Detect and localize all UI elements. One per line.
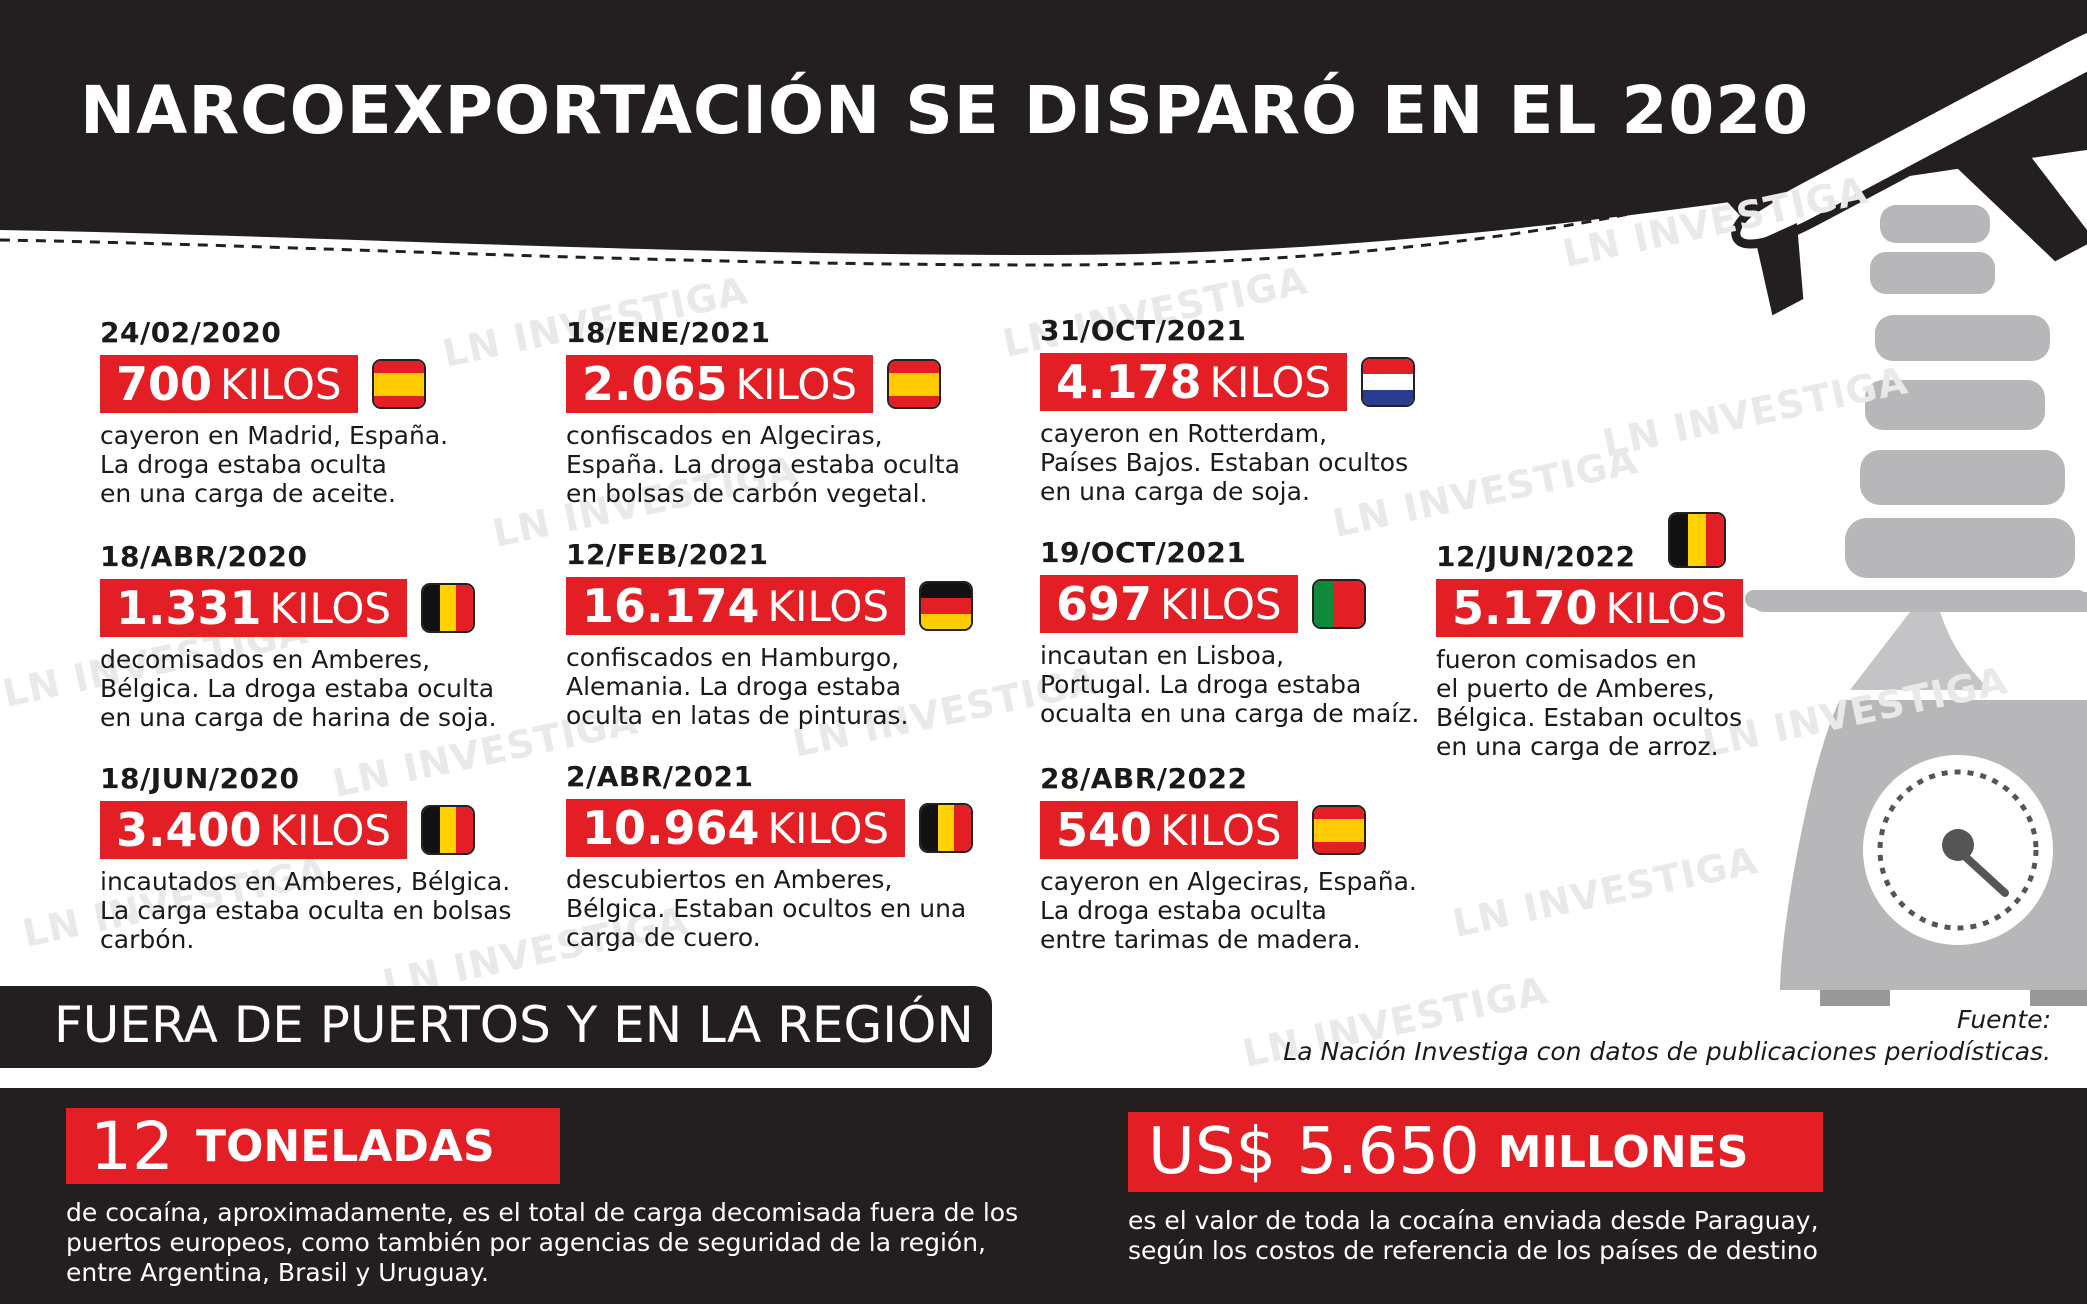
stat-value-badge: US$ 5.650 MILLONES (1128, 1112, 1823, 1192)
entry-description: incautan en Lisboa, Portugal. La droga es… (1040, 641, 1420, 728)
kilos-badge: 16.174 KILOS (566, 577, 906, 635)
stat-value-description: es el valor de toda la cocaína enviada d… (1128, 1206, 1819, 1265)
kilos-amount: 700 (116, 357, 213, 411)
kilos-badge: 10.964 KILOS (566, 799, 906, 857)
section-banner (0, 986, 992, 1068)
netherlands-flag-icon (1361, 357, 1416, 407)
kilos-amount: 16.174 (582, 579, 760, 633)
spain-flag-icon (887, 359, 942, 409)
source-text: La Nación Investiga con datos de publica… (1283, 1037, 2051, 1066)
seizure-entry: 31/OCT/2021 4.178 KILOS cayeron en Rotter… (1040, 314, 1416, 506)
entry-date: 12/FEB/2021 (566, 538, 769, 571)
kilos-unit: KILOS (1605, 583, 1728, 633)
kilos-unit: KILOS (269, 805, 392, 855)
entry-date: 19/OCT/2021 (1040, 536, 1247, 569)
entry-description: confiscados en Hamburgo, Alemania. La dro… (566, 643, 909, 730)
kilos-amount: 10.964 (582, 801, 760, 855)
kilos-unit: KILOS (1209, 357, 1332, 407)
airplane-icon (1692, 0, 2087, 316)
entry-description: decomisados en Amberes, Bélgica. La droga… (100, 645, 497, 732)
kilos-unit: KILOS (269, 583, 392, 633)
kilos-amount: 697 (1056, 577, 1153, 631)
germany-flag-icon (919, 581, 974, 631)
seizure-entry: 18/ABR/2020 1.331 KILOS decomisados en Am… (100, 540, 497, 732)
section-title: FUERA DE PUERTOS Y EN LA REGIÓN (54, 996, 974, 1054)
page-title: NARCOEXPORTACIÓN SE DISPARÓ EN EL 2020 (80, 72, 1810, 149)
seizure-entry: 19/OCT/2021 697 KILOS incautan en Lisboa,… (1040, 536, 1419, 728)
kilos-amount: 4.178 (1056, 355, 1202, 409)
kilos-amount: 2.065 (582, 357, 728, 411)
kilos-unit: KILOS (767, 581, 890, 631)
entry-date: 31/OCT/2021 (1040, 314, 1247, 347)
entry-description: confiscados en Algeciras, España. La drog… (566, 421, 960, 508)
seizure-entry: 18/JUN/2020 3.400 KILOS incautados en Amb… (100, 762, 511, 954)
source-note: Fuente: La Nación Investiga con datos de… (1283, 1004, 2051, 1068)
stat-value-amount: US$ 5.650 (1148, 1115, 1480, 1189)
seizure-entry: 12/FEB/2021 16.174 KILOS confiscados en H… (566, 538, 974, 730)
scale-icon (1745, 205, 2087, 1006)
entry-date: 24/02/2020 (100, 316, 282, 349)
portugal-flag-icon (1311, 579, 1366, 629)
entry-date: 18/JUN/2020 (100, 762, 300, 795)
header-band (0, 0, 2087, 255)
entry-date: 2/ABR/2021 (566, 760, 754, 793)
belgium-flag-icon (421, 805, 476, 855)
kilos-amount: 1.331 (116, 581, 262, 635)
belgium-flag-icon (421, 583, 476, 633)
kilos-amount: 5.170 (1452, 581, 1598, 635)
kilos-unit: KILOS (1160, 579, 1282, 629)
belgium-flag-icon (919, 803, 974, 853)
stat-value-label: MILLONES (1497, 1126, 1749, 1178)
seizure-entry: 18/ENE/2021 2.065 KILOS confiscados en Al… (566, 316, 960, 508)
dashed-flight-line (0, 158, 1792, 267)
entry-date: 18/ABR/2020 (100, 540, 308, 573)
entry-description: cayeron en Rotterdam, Países Bajos. Estab… (1040, 419, 1409, 506)
entry-date: 28/ABR/2022 (1040, 762, 1248, 795)
belgium-flag-icon (1668, 512, 1726, 568)
entry-description: incautados en Amberes, Bélgica. La carga … (100, 867, 512, 954)
stat-tons-value: 12 (90, 1107, 174, 1185)
kilos-badge: 700 KILOS (100, 355, 358, 413)
stat-tons-label: TONELADAS (195, 1120, 495, 1172)
entry-description: cayeron en Madrid, España. La droga estab… (100, 421, 449, 508)
kilos-badge: 540 KILOS (1040, 801, 1298, 859)
spain-flag-icon (1311, 805, 1366, 855)
seizure-entry: 28/ABR/2022 540 KILOS cayeron en Algecira… (1040, 762, 1417, 954)
stat-tons-badge: 12 TONELADAS (66, 1107, 560, 1185)
entry-description: descubiertos en Amberes, Bélgica. Estaban… (566, 865, 967, 952)
kilos-unit: KILOS (220, 359, 342, 409)
kilos-unit: KILOS (767, 803, 890, 853)
entry-date: 12/JUN/2022 (1436, 540, 1636, 573)
entry-description: fueron comisados en el puerto de Amberes,… (1436, 645, 1743, 761)
kilos-badge: 3.400 KILOS (100, 801, 408, 859)
spain-flag-icon (371, 359, 426, 409)
kilos-badge: 697 KILOS (1040, 575, 1298, 633)
seizure-entry: 12/JUN/2022 5.170 KILOS fueron comisados … (1436, 540, 1744, 761)
kilos-badge: 4.178 KILOS (1040, 353, 1348, 411)
seizure-entry: 24/02/2020 700 KILOS cayeron en Madrid, E… (100, 316, 448, 508)
entry-description: cayeron en Algeciras, España. La droga es… (1040, 867, 1417, 954)
kilos-unit: KILOS (1160, 805, 1282, 855)
seizure-entry: 2/ABR/2021 10.964 KILOS descubiertos en A… (566, 760, 974, 952)
kilos-amount: 540 (1056, 803, 1153, 857)
stat-tons-description: de cocaína, aproximadamente, es el total… (66, 1198, 1019, 1287)
kilos-unit: KILOS (735, 359, 858, 409)
kilos-badge: 5.170 KILOS (1436, 579, 1744, 637)
source-label: Fuente: (1956, 1005, 2051, 1034)
kilos-amount: 3.400 (116, 803, 262, 857)
kilos-badge: 2.065 KILOS (566, 355, 874, 413)
kilos-badge: 1.331 KILOS (100, 579, 408, 637)
entry-date: 18/ENE/2021 (566, 316, 771, 349)
